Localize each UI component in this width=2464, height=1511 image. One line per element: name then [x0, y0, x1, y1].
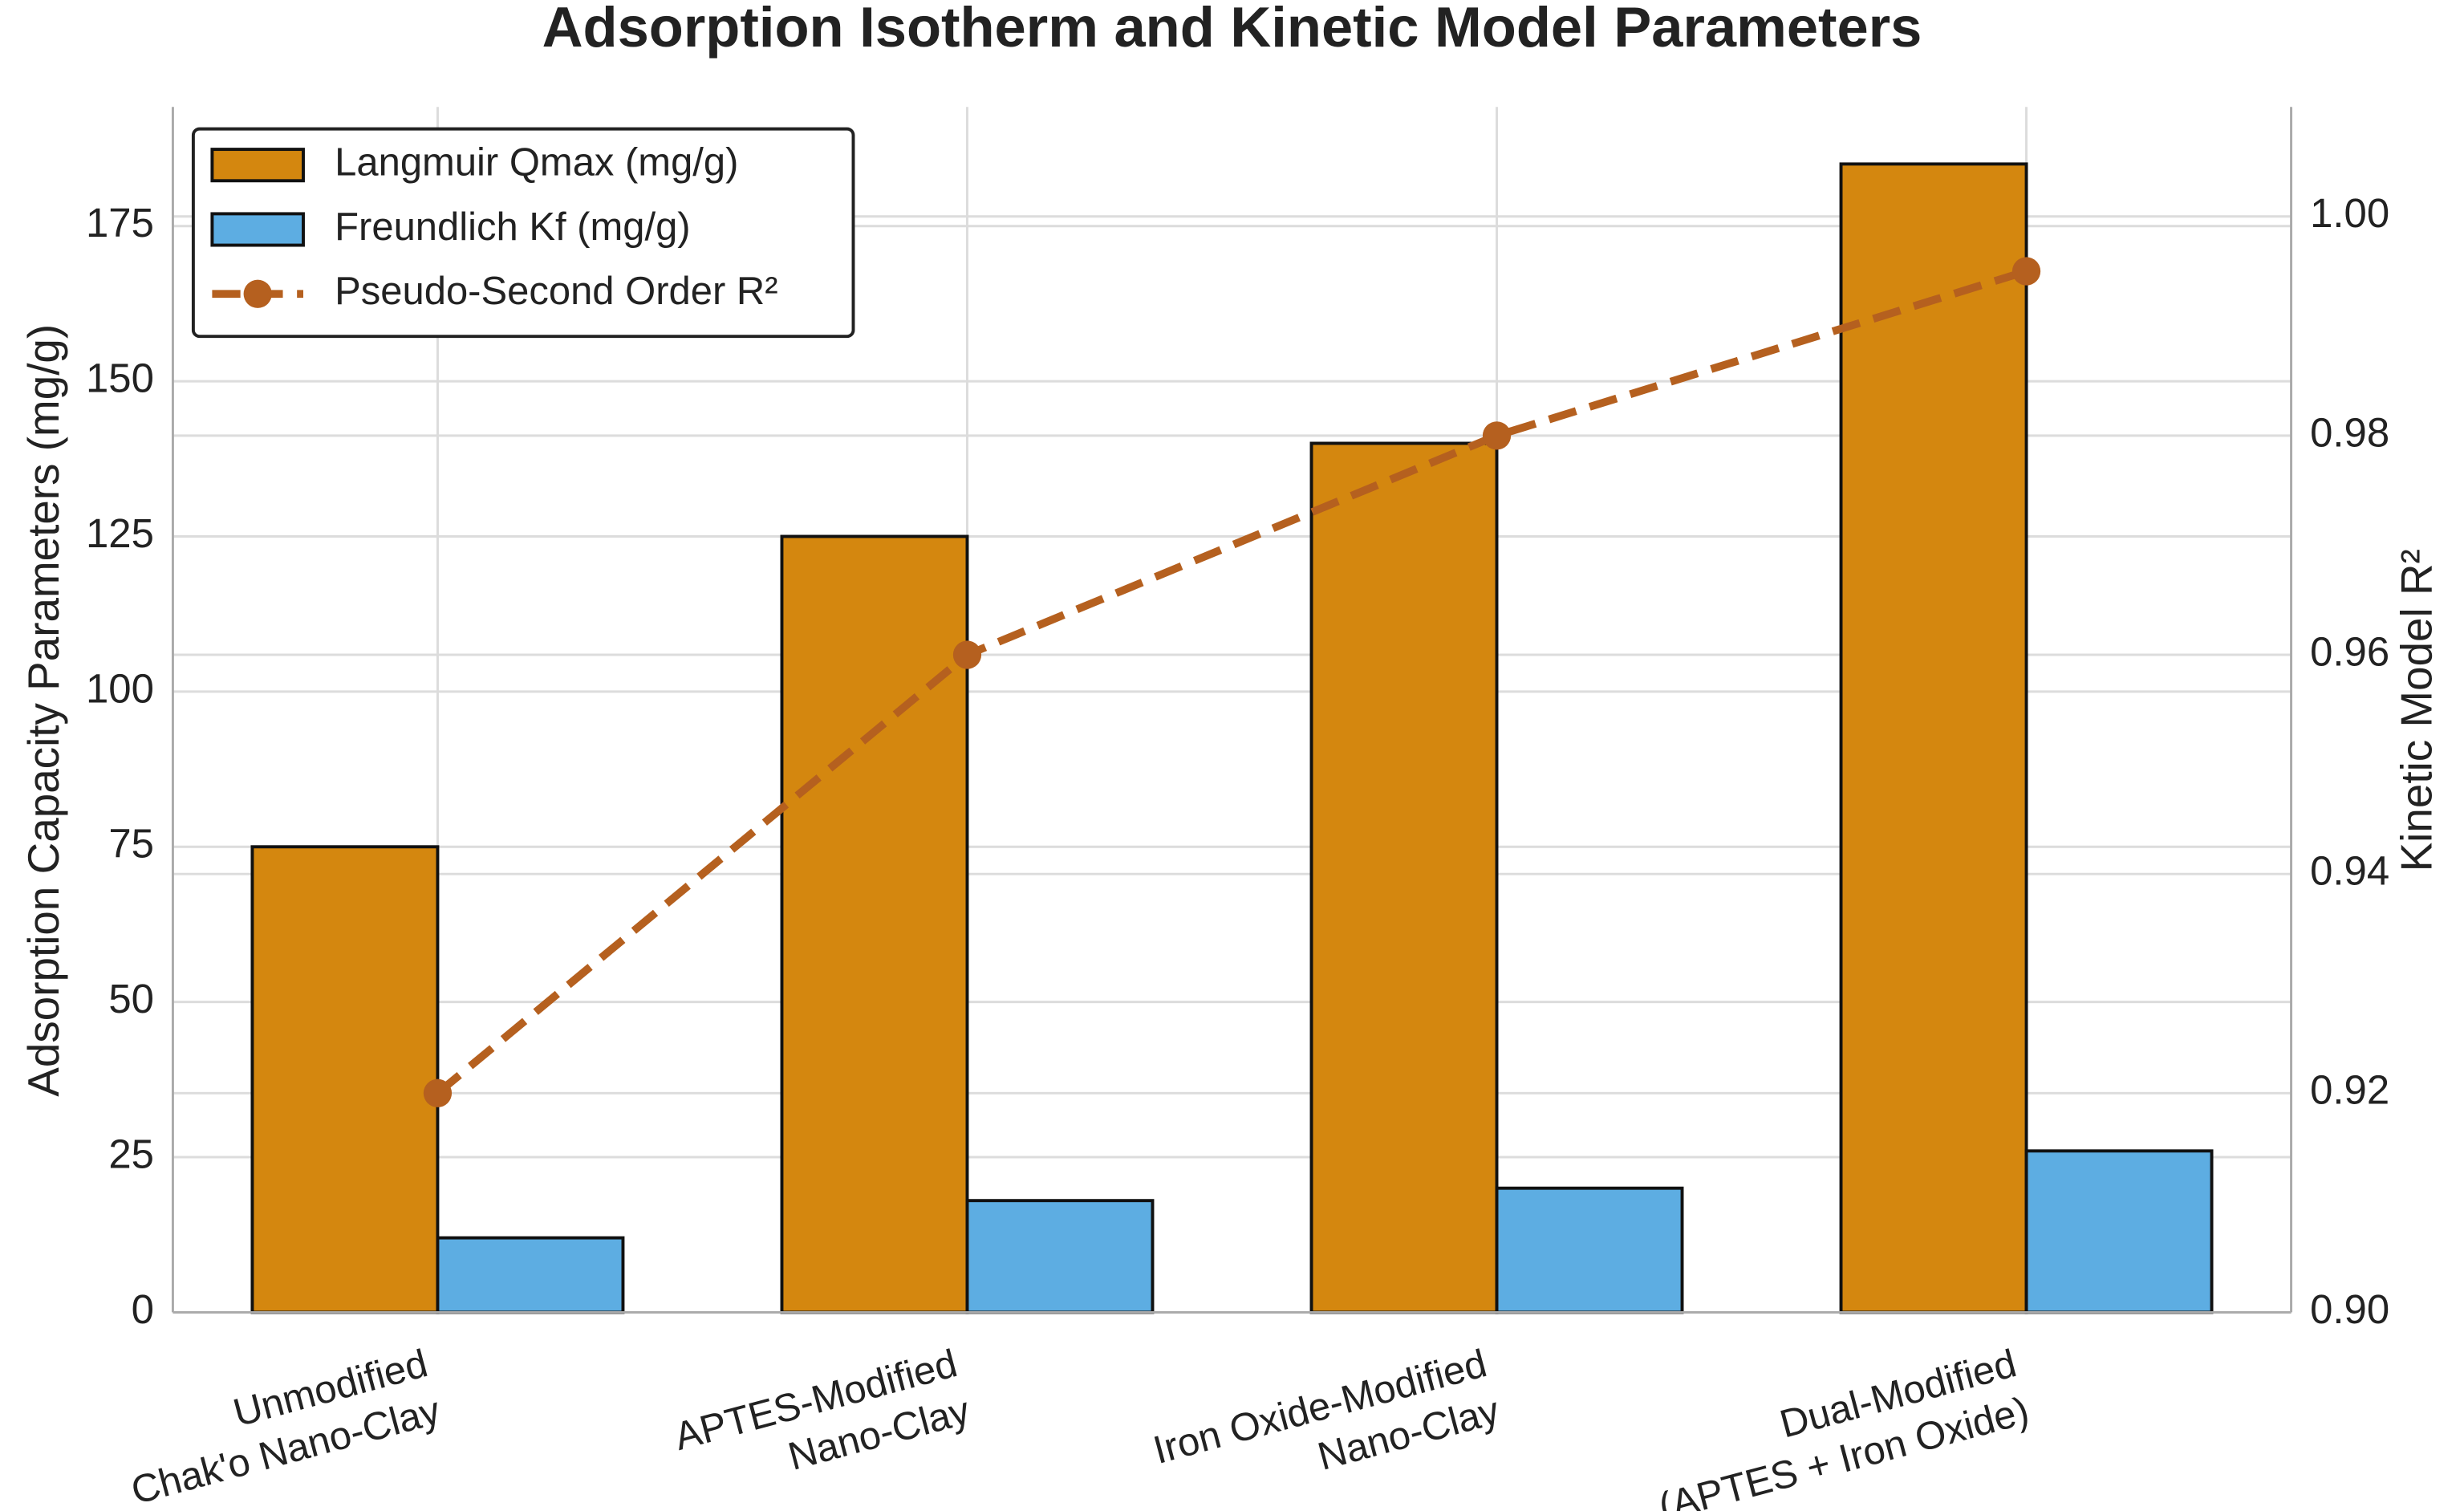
x-tick-label: APTES-ModifiedNano-Clay — [670, 1342, 975, 1506]
y2-tick-label: 0.94 — [2310, 848, 2389, 894]
y-tick-label: 75 — [108, 821, 154, 867]
bar — [780, 534, 969, 1314]
y2-tick-label: 0.92 — [2310, 1067, 2389, 1113]
line — [435, 267, 2028, 1097]
point — [423, 1078, 453, 1107]
legend-box — [191, 127, 855, 339]
bar — [2024, 1149, 2214, 1314]
legend-swatch — [210, 212, 305, 247]
legend: Langmuir Qmax (mg/g) Freundlich Kf (mg/g)… — [191, 127, 855, 339]
y-tick-label: 100 — [86, 665, 154, 711]
y-tick-label: 25 — [108, 1131, 154, 1176]
y-tick-label: 150 — [86, 355, 154, 401]
y2-tick-label: 0.90 — [2310, 1286, 2389, 1332]
bar — [1495, 1186, 1684, 1314]
x-tick-label: UnmodifiedChak'o Nano-Clay — [114, 1342, 444, 1511]
legend-label: Langmuir Qmax (mg/g) — [335, 141, 738, 185]
legend-label: Pseudo-Second Order R² — [335, 270, 777, 313]
point — [952, 640, 982, 669]
bar — [965, 1199, 1155, 1314]
legend-label: Freundlich Kf (mg/g) — [335, 205, 690, 249]
chart-title: Adsorption Isotherm and Kinetic Model Pa… — [542, 0, 1922, 59]
bar — [436, 1236, 625, 1314]
y2-tick-label: 0.98 — [2310, 409, 2389, 455]
y-tick-label: 125 — [86, 510, 154, 556]
y-axis-label: Adsorption Capacity Parameters (mg/g) — [18, 324, 68, 1097]
x-tick-label: Iron Oxide-ModifiedNano-Clay — [1149, 1342, 1504, 1511]
y2-axis-label: Kinetic Model R² — [2392, 549, 2442, 871]
marks — [250, 162, 2214, 1314]
y-tick-label: 175 — [86, 200, 154, 246]
bar — [1309, 441, 1499, 1314]
y-tick-label: 50 — [108, 976, 154, 1022]
y-tick-label: 0 — [132, 1286, 154, 1332]
bar — [1839, 162, 2028, 1314]
point — [2011, 257, 2041, 286]
bar — [250, 845, 440, 1314]
y2-tick-label: 0.96 — [2310, 628, 2389, 674]
legend-swatch — [210, 148, 305, 183]
legend-swatch — [243, 279, 272, 308]
x-tick-label: Dual-Modified(APTES + Iron Oxide) — [1642, 1342, 2033, 1511]
point — [1482, 421, 1512, 450]
y2-tick-label: 1.00 — [2310, 190, 2389, 236]
